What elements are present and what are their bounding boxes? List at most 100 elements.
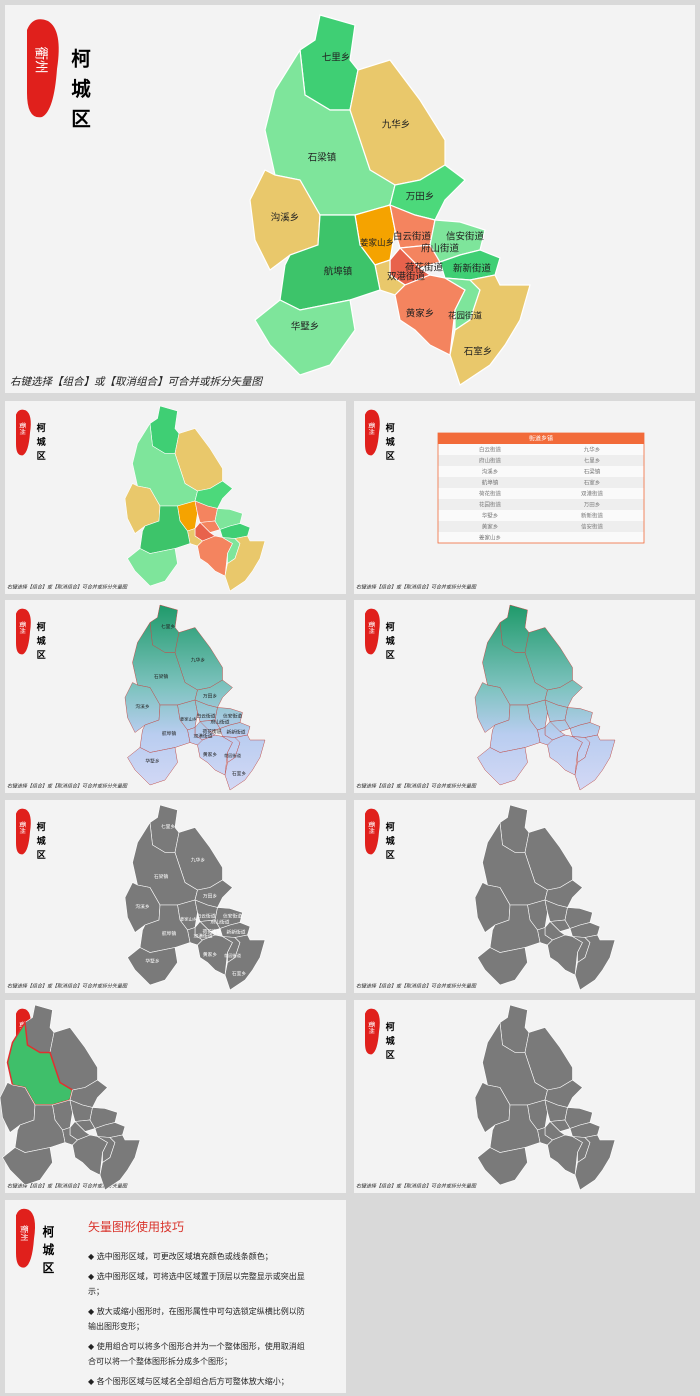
region-label: 双港街道 bbox=[387, 271, 426, 283]
caption: 右键选择【组合】或【取消组合】可合并或拆分矢量图 bbox=[7, 1183, 128, 1190]
caption: 右键选择【组合】或【取消组合】可合并或拆分矢量图 bbox=[356, 983, 477, 990]
region-label: 信安街道 bbox=[446, 231, 485, 243]
slide bbox=[5, 1200, 346, 1393]
region bbox=[224, 535, 266, 592]
title-char: 城 bbox=[386, 436, 396, 448]
title-char: 区 bbox=[37, 850, 46, 861]
region bbox=[477, 947, 528, 986]
region-label: 新新街道 bbox=[453, 263, 492, 275]
region-label: 荷花街道 bbox=[202, 728, 221, 735]
region-label: 石梁镇 bbox=[308, 152, 337, 164]
region-label: 府山街道 bbox=[210, 719, 229, 726]
map bbox=[474, 604, 616, 791]
title-char: 区 bbox=[386, 650, 395, 661]
table-row bbox=[438, 532, 644, 543]
map bbox=[0, 1004, 141, 1191]
table-cell: 荷花街道 bbox=[479, 490, 502, 498]
table-cell: 花园街道 bbox=[479, 501, 502, 509]
region-label: 华墅乡 bbox=[145, 958, 160, 965]
region-label: 新新街道 bbox=[226, 929, 245, 936]
caption: 右键选择【组合】或【取消组合】可合并或拆分矢量图 bbox=[7, 983, 128, 990]
region-label: 花园街道 bbox=[224, 752, 242, 759]
title-char: 柯 bbox=[71, 48, 91, 71]
tips: 矢量图形使用技巧 ◆ 选中图形区域，可更改区域填充颜色或线条颜色； ◆ 选中图形区… bbox=[88, 1218, 308, 1394]
table-cell: 石梁镇 bbox=[584, 468, 601, 476]
region bbox=[127, 747, 178, 786]
region bbox=[127, 548, 178, 587]
title-char: 区 bbox=[386, 451, 395, 462]
tip-item: ◆ 各个图形区域与区域名全部组合后方可整体放大缩小； bbox=[88, 1377, 289, 1386]
table-border bbox=[437, 432, 645, 544]
table-cell: 白云街道 bbox=[479, 446, 502, 454]
table-row bbox=[438, 488, 644, 499]
table-cell: 信安街道 bbox=[581, 523, 604, 531]
region-label: 信安街道 bbox=[223, 713, 242, 720]
logo-seal bbox=[16, 608, 31, 655]
caption: 右键选择【组合】或【取消组合】可合并或拆分矢量图 bbox=[7, 584, 128, 591]
table-cell: 航埠镇 bbox=[482, 479, 499, 487]
logo-seal bbox=[27, 19, 59, 118]
title-char: 柯 bbox=[37, 621, 46, 633]
region bbox=[127, 947, 178, 986]
title-char: 城 bbox=[386, 635, 396, 647]
table-cell: 黄家乡 bbox=[482, 523, 499, 531]
region bbox=[574, 1134, 616, 1191]
region-label: 白云街道 bbox=[196, 913, 215, 920]
logo-seal bbox=[16, 808, 31, 855]
logo-text: 衢州 bbox=[33, 47, 50, 74]
region-label: 府山街道 bbox=[421, 243, 460, 255]
region bbox=[477, 1147, 528, 1186]
table-cell: 石室乡 bbox=[584, 479, 601, 487]
region-label: 石室乡 bbox=[232, 770, 247, 777]
logo-text: 衢州 bbox=[367, 422, 376, 435]
table-cell: 七里乡 bbox=[584, 457, 601, 465]
table-row bbox=[438, 499, 644, 510]
title-char: 柯 bbox=[386, 422, 395, 434]
region bbox=[224, 934, 266, 991]
region-label: 九华乡 bbox=[191, 657, 206, 664]
table-row bbox=[438, 521, 644, 532]
title-char: 城 bbox=[386, 835, 396, 847]
logo-text: 衢州 bbox=[367, 621, 376, 634]
table-header-bg bbox=[438, 433, 644, 444]
region-label: 航埠镇 bbox=[162, 730, 177, 737]
region-label: 万田乡 bbox=[203, 894, 218, 900]
region-label: 华墅乡 bbox=[145, 758, 160, 765]
region-label: 荷花街道 bbox=[202, 928, 221, 935]
table-cell: 府山街道 bbox=[479, 457, 502, 465]
map bbox=[124, 405, 266, 592]
region-label: 沟溪乡 bbox=[135, 903, 150, 910]
caption: 右键选择【组合】或【取消组合】可合并或拆分矢量图 bbox=[10, 376, 263, 388]
region-label: 黄家乡 bbox=[203, 951, 218, 958]
caption: 右键选择【组合】或【取消组合】可合并或拆分矢量图 bbox=[7, 783, 128, 790]
tip-item: ◆ 选中图形区域，可将选中区域置于顶层以完整显示或突出显示； bbox=[88, 1272, 305, 1296]
logo-seal bbox=[365, 409, 380, 456]
region-label: 九华乡 bbox=[191, 857, 206, 864]
title-char: 柯 bbox=[43, 1225, 55, 1239]
region-label: 航埠镇 bbox=[324, 266, 353, 278]
table-row bbox=[438, 466, 644, 477]
logo-seal bbox=[365, 608, 380, 655]
caption: 右键选择【组合】或【取消组合】可合并或拆分矢量图 bbox=[356, 783, 477, 790]
title-char: 柯 bbox=[386, 621, 395, 633]
region-label: 花园街道 bbox=[224, 952, 242, 959]
table-cell: 双港街道 bbox=[581, 490, 604, 498]
title-char: 区 bbox=[386, 1050, 395, 1061]
region-label: 白云街道 bbox=[393, 231, 432, 243]
region-label: 双港街道 bbox=[193, 733, 212, 740]
region-label: 七里乡 bbox=[161, 623, 176, 630]
region-label: 万田乡 bbox=[203, 694, 218, 700]
region-label: 信安街道 bbox=[223, 913, 242, 920]
region-label: 双港街道 bbox=[193, 933, 212, 940]
logo-seal bbox=[16, 409, 31, 456]
logo-text: 衢州 bbox=[367, 821, 376, 834]
title-char: 柯 bbox=[37, 821, 46, 833]
logo-text: 衢州 bbox=[18, 821, 27, 834]
logo-seal bbox=[16, 1208, 36, 1268]
map bbox=[474, 804, 616, 991]
region-label: 华墅乡 bbox=[291, 321, 320, 333]
region bbox=[99, 1134, 141, 1191]
region bbox=[224, 734, 266, 791]
